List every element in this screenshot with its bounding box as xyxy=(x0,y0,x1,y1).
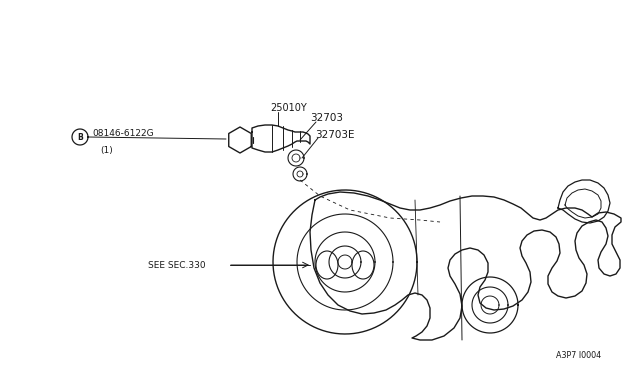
Text: B: B xyxy=(77,132,83,141)
Text: 08146-6122G: 08146-6122G xyxy=(92,129,154,138)
Text: A3P7 l0004: A3P7 l0004 xyxy=(556,350,601,359)
Text: 32703E: 32703E xyxy=(315,130,355,140)
Text: 25010Y: 25010Y xyxy=(270,103,307,113)
Text: SEE SEC.330: SEE SEC.330 xyxy=(148,260,205,269)
Text: 32703: 32703 xyxy=(310,113,343,123)
Text: (1): (1) xyxy=(100,145,113,154)
